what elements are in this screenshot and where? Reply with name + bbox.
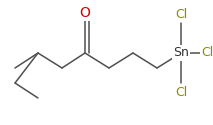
Text: O: O [80, 6, 91, 20]
Text: Cl: Cl [175, 8, 187, 20]
Text: Cl: Cl [175, 86, 187, 98]
Text: Sn: Sn [173, 46, 189, 60]
Text: Cl: Cl [201, 46, 213, 60]
